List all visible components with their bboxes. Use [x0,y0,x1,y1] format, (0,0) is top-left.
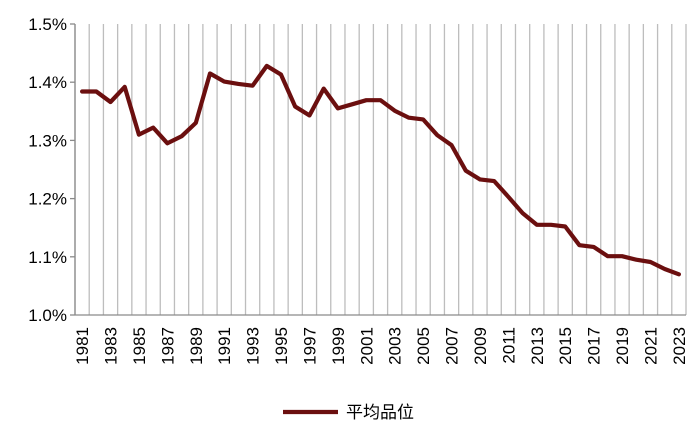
legend: 平均品位 [283,403,414,423]
axes [74,24,686,316]
x-tick-label: 1981 [73,327,92,365]
series-line-avg-grade [79,63,682,277]
x-tick-label: 2001 [357,327,376,365]
x-tick-label: 2023 [670,327,689,365]
x-tick-label: 1997 [300,327,319,365]
y-tick-label: 1.3% [28,131,67,150]
y-tick-label: 1.1% [28,248,67,267]
x-tick-label: 2009 [471,327,490,365]
series-lines [79,63,682,277]
y-tick-label: 1.2% [28,190,67,209]
x-tick-label: 2005 [414,327,433,365]
x-tick-label: 1999 [329,327,348,365]
x-tick-label: 2017 [585,327,604,365]
x-tick-label: 1995 [272,327,291,365]
x-tick-label: 1987 [158,327,177,365]
x-tick-label: 2015 [556,327,575,365]
x-tick-label: 2013 [528,327,547,365]
y-tick-label: 1.0% [28,306,67,325]
y-tick-label: 1.4% [28,73,67,92]
x-tick-label: 2011 [499,327,518,364]
x-tick-label: 1983 [102,327,121,365]
legend-label: 平均品位 [346,403,414,423]
x-tick-label: 2007 [443,327,462,365]
x-tick-label: 1989 [187,327,206,365]
y-axis-tick-labels: 1.0% 1.1% 1.2% 1.3% 1.4% 1.5% [28,15,75,325]
y-tick-label: 1.5% [28,15,67,34]
x-tick-label: 2021 [641,327,660,365]
x-tick-label: 2019 [613,327,632,365]
x-tick-label: 2003 [386,327,405,365]
vertical-gridlines [74,24,687,315]
x-tick-label: 1991 [215,327,234,365]
x-tick-label: 1985 [130,327,149,365]
x-tick-label: 1993 [244,327,263,365]
x-axis-tick-labels: 1981 1983 1985 1987 1989 1991 1993 1995 1997 1999… [73,327,689,365]
